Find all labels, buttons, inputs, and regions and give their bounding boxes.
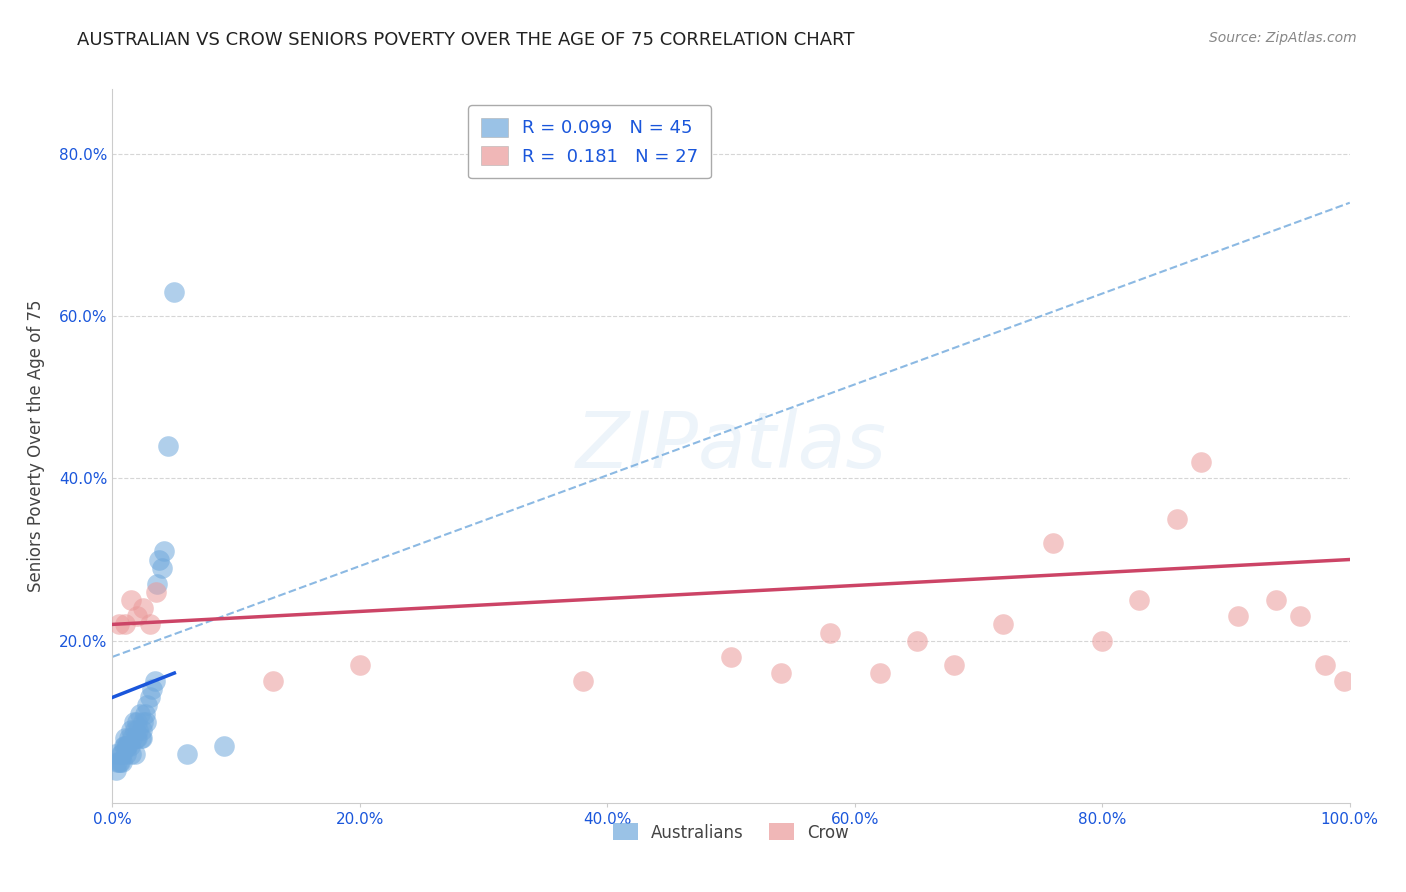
Point: [114, 739, 136, 753]
Point: [120, 747, 142, 761]
Point: [138, 617, 160, 632]
Point: [131, 723, 153, 737]
Point: [1189, 455, 1212, 469]
Point: [107, 756, 129, 770]
Point: [129, 731, 152, 745]
Point: [141, 682, 163, 697]
Point: [128, 706, 150, 721]
Point: [136, 698, 159, 713]
Point: [124, 747, 146, 761]
Point: [769, 666, 792, 681]
Point: [138, 690, 160, 705]
Point: [132, 601, 155, 615]
Point: [121, 731, 143, 745]
Point: [120, 723, 142, 737]
Point: [117, 739, 139, 753]
Point: [720, 649, 742, 664]
Text: ZIPatlas: ZIPatlas: [575, 408, 887, 484]
Point: [143, 674, 166, 689]
Legend: Australians, Crow: Australians, Crow: [603, 814, 859, 852]
Point: [124, 723, 146, 737]
Point: [145, 585, 167, 599]
Point: [869, 666, 891, 681]
Point: [818, 625, 841, 640]
Point: [114, 731, 136, 745]
Point: [942, 657, 965, 672]
Point: [148, 552, 170, 566]
Point: [262, 674, 284, 689]
Point: [131, 731, 153, 745]
Point: [127, 731, 149, 745]
Point: [571, 674, 593, 689]
Point: [1264, 593, 1286, 607]
Point: [125, 731, 148, 745]
Point: [127, 723, 149, 737]
Point: [1091, 633, 1114, 648]
Point: [153, 544, 176, 558]
Point: [120, 593, 142, 607]
Point: [150, 560, 173, 574]
Text: AUSTRALIAN VS CROW SENIORS POVERTY OVER THE AGE OF 75 CORRELATION CHART: AUSTRALIAN VS CROW SENIORS POVERTY OVER …: [77, 31, 855, 49]
Point: [135, 714, 157, 729]
Point: [176, 747, 198, 761]
Y-axis label: Seniors Poverty Over the Age of 75: Seniors Poverty Over the Age of 75: [27, 300, 45, 592]
Point: [108, 756, 131, 770]
Point: [115, 747, 138, 761]
Point: [112, 739, 135, 753]
Point: [1333, 674, 1355, 689]
Point: [111, 756, 134, 770]
Point: [111, 747, 134, 761]
Point: [163, 285, 186, 299]
Point: [107, 756, 129, 770]
Point: [122, 714, 145, 729]
Point: [117, 731, 139, 745]
Point: [993, 617, 1015, 632]
Point: [349, 657, 371, 672]
Point: [1289, 609, 1312, 624]
Point: [114, 617, 136, 632]
Point: [127, 714, 149, 729]
Point: [105, 764, 128, 778]
Point: [104, 747, 127, 761]
Point: [905, 633, 928, 648]
Point: [107, 617, 129, 632]
Point: [1042, 536, 1064, 550]
Point: [1128, 593, 1150, 607]
Point: [1313, 657, 1336, 672]
Point: [134, 706, 156, 721]
Text: Source: ZipAtlas.com: Source: ZipAtlas.com: [1209, 31, 1357, 45]
Point: [157, 439, 180, 453]
Point: [117, 739, 139, 753]
Point: [118, 739, 141, 753]
Point: [110, 747, 132, 761]
Point: [1166, 512, 1188, 526]
Point: [1227, 609, 1250, 624]
Point: [212, 739, 235, 753]
Point: [132, 714, 155, 729]
Point: [146, 577, 169, 591]
Point: [127, 609, 149, 624]
